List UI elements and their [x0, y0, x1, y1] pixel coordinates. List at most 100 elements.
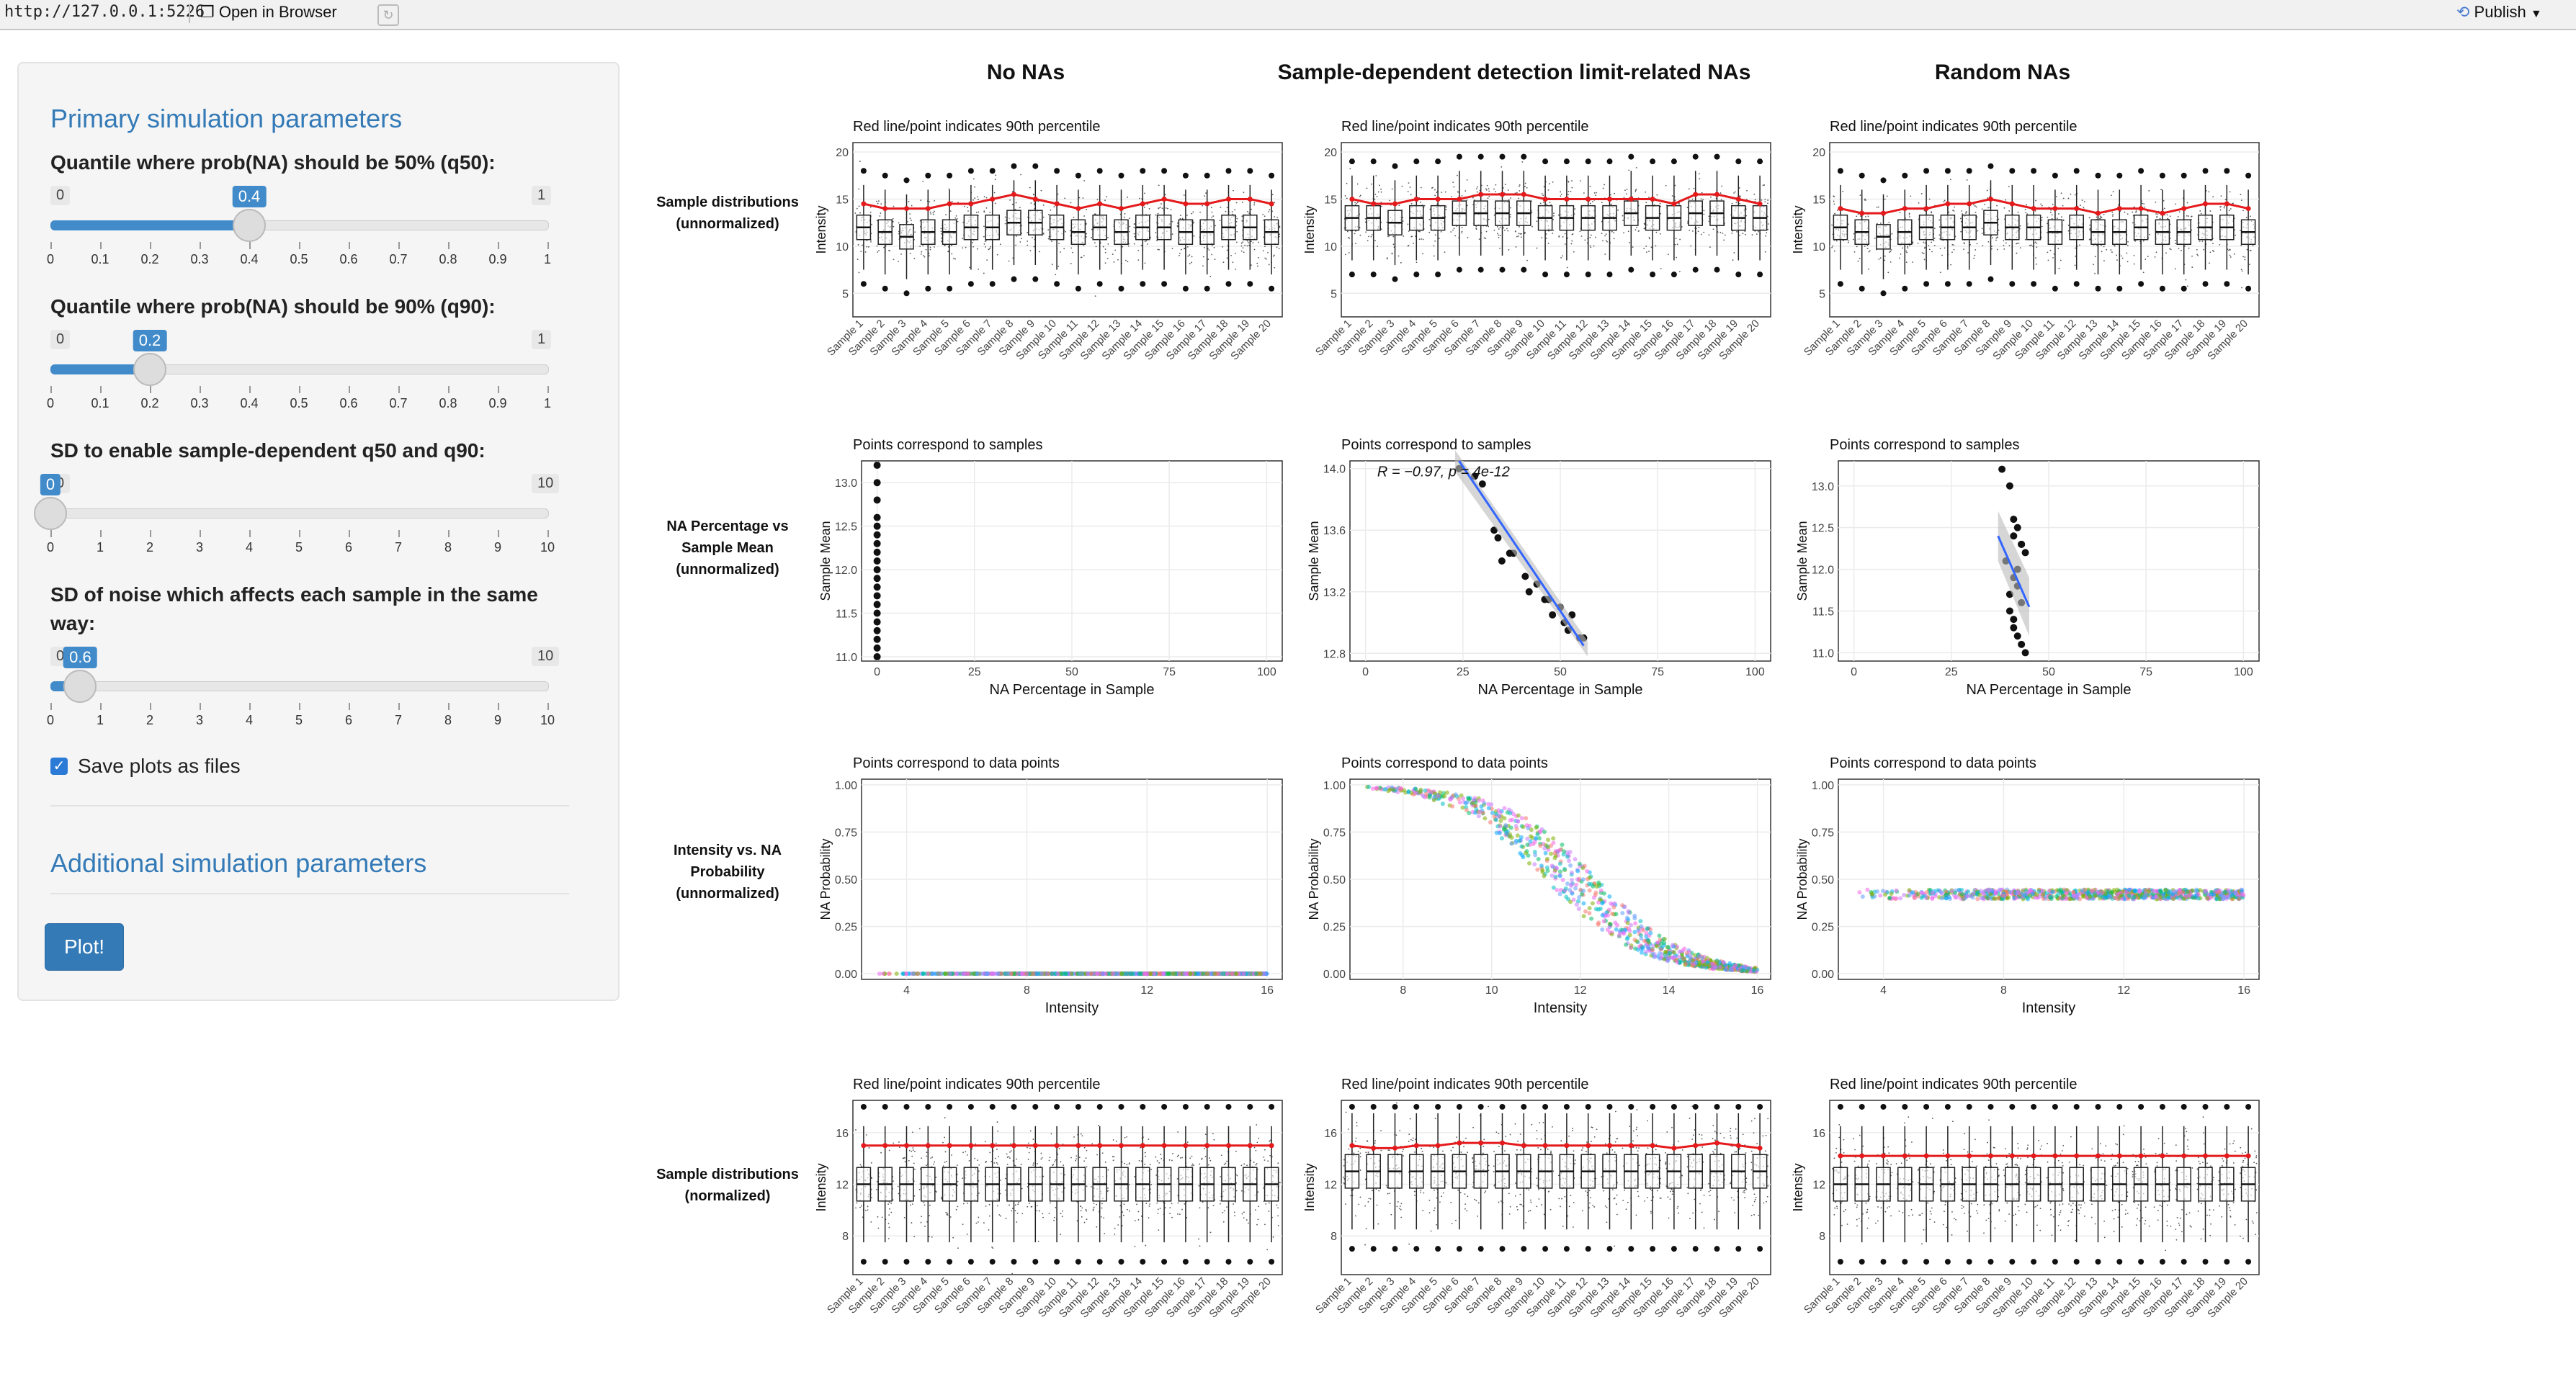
p90-point — [2246, 206, 2251, 211]
jitter-point — [1752, 234, 1753, 235]
slider-tick-label: 0.8 — [439, 252, 457, 267]
outlier-point — [2224, 168, 2230, 174]
jitter-point — [2103, 214, 2105, 215]
data-point — [936, 971, 940, 976]
jitter-point — [1938, 220, 1940, 221]
data-point — [1588, 906, 1592, 910]
jitter-point — [1279, 248, 1280, 249]
jitter-point — [1940, 271, 1941, 273]
jitter-point — [1155, 215, 1157, 216]
data-point — [1609, 933, 1614, 937]
plot-button[interactable]: Plot! — [45, 923, 124, 971]
p90-point — [2181, 206, 2186, 211]
slider-handle[interactable] — [34, 497, 67, 530]
jitter-point — [930, 249, 931, 251]
data-point — [874, 575, 881, 582]
jitter-point — [953, 258, 954, 259]
data-point — [1620, 911, 1624, 915]
slider-handle[interactable] — [233, 209, 266, 242]
jitter-point — [1636, 227, 1637, 228]
jitter-point — [1508, 189, 1509, 191]
jitter-point — [2178, 216, 2179, 217]
jitter-point — [2230, 256, 2232, 258]
outlier-point — [1349, 158, 1355, 164]
jitter-point — [1675, 244, 1676, 246]
jitter-point — [1495, 191, 1496, 192]
jitter-point — [2212, 250, 2214, 251]
jitter-point — [954, 217, 956, 219]
slider-max: 1 — [532, 330, 551, 349]
jitter-point — [1645, 202, 1647, 203]
slider-handle[interactable] — [63, 670, 97, 703]
data-point — [1578, 888, 1583, 892]
outlier-point — [1650, 158, 1655, 164]
save-plots-checkbox[interactable]: ✓ Save plots as files — [50, 755, 241, 778]
p90-point — [1248, 197, 1253, 202]
jitter-point — [965, 247, 967, 248]
slider-tick-label: 3 — [196, 540, 203, 555]
slider-tick-label: 10 — [540, 713, 555, 728]
data-point — [1542, 830, 1547, 834]
additional-params-heading[interactable]: Additional simulation parameters — [50, 848, 426, 879]
data-point — [1565, 855, 1570, 859]
jitter-point — [2004, 207, 2005, 209]
jitter-point — [1242, 202, 1243, 203]
slider-track[interactable] — [50, 508, 549, 518]
reload-icon[interactable]: ↻ — [377, 4, 399, 26]
sd-q-slider[interactable]: 0100012345678910 — [50, 474, 569, 560]
jitter-point — [2196, 253, 2198, 255]
jitter-point — [893, 226, 895, 228]
jitter-point — [930, 212, 931, 213]
jitter-point — [2250, 215, 2251, 217]
checkmark-icon[interactable]: ✓ — [50, 758, 68, 775]
jitter-point — [1982, 233, 1983, 234]
jitter-point — [1701, 192, 1703, 194]
jitter-point — [1649, 237, 1650, 238]
jitter-point — [1247, 246, 1248, 247]
jitter-point — [2048, 260, 2049, 261]
jitter-point — [1191, 213, 1192, 215]
data-point — [1581, 901, 1586, 905]
jitter-point — [1498, 235, 1499, 236]
jitter-point — [1033, 194, 1034, 196]
jitter-point — [2169, 248, 2170, 250]
jitter-point — [1884, 199, 1886, 200]
jitter-point — [1434, 241, 1436, 242]
jitter-point — [1560, 257, 1562, 259]
y-tick-label: 12.5 — [1812, 523, 1834, 535]
jitter-point — [1997, 249, 1998, 251]
outlier-point — [1011, 277, 1017, 282]
jitter-point — [1944, 247, 1946, 248]
jitter-point — [2249, 264, 2250, 265]
y-tick-label: 0.75 — [1323, 827, 1346, 839]
jitter-point — [1560, 195, 1561, 197]
jitter-point — [859, 272, 860, 274]
slider-handle[interactable] — [133, 353, 166, 386]
jitter-point — [1611, 231, 1613, 233]
jitter-point — [1094, 242, 1096, 243]
slider-track[interactable] — [50, 681, 549, 691]
jitter-point — [2156, 216, 2157, 217]
jitter-point — [1944, 200, 1946, 202]
jitter-point — [934, 200, 935, 202]
jitter-point — [1634, 229, 1636, 230]
jitter-point — [1223, 261, 1225, 263]
jitter-point — [1503, 228, 1504, 229]
jitter-point — [1215, 259, 1216, 260]
jitter-point — [1048, 214, 1050, 215]
outlier-point — [1500, 154, 1506, 160]
jitter-point — [1086, 236, 1087, 238]
p90-point — [1859, 211, 1864, 216]
jitter-point — [2020, 225, 2021, 227]
jitter-point — [1421, 238, 1422, 240]
jitter-point — [1133, 227, 1135, 228]
jitter-point — [1573, 233, 1574, 235]
jitter-point — [893, 206, 895, 207]
open-in-browser-button[interactable]: ❐ Open in Browser — [200, 3, 337, 22]
publish-button[interactable]: ⟲ Publish ▼ — [2456, 3, 2542, 22]
data-point — [1500, 836, 1504, 840]
slider-value: 0 — [40, 474, 61, 495]
